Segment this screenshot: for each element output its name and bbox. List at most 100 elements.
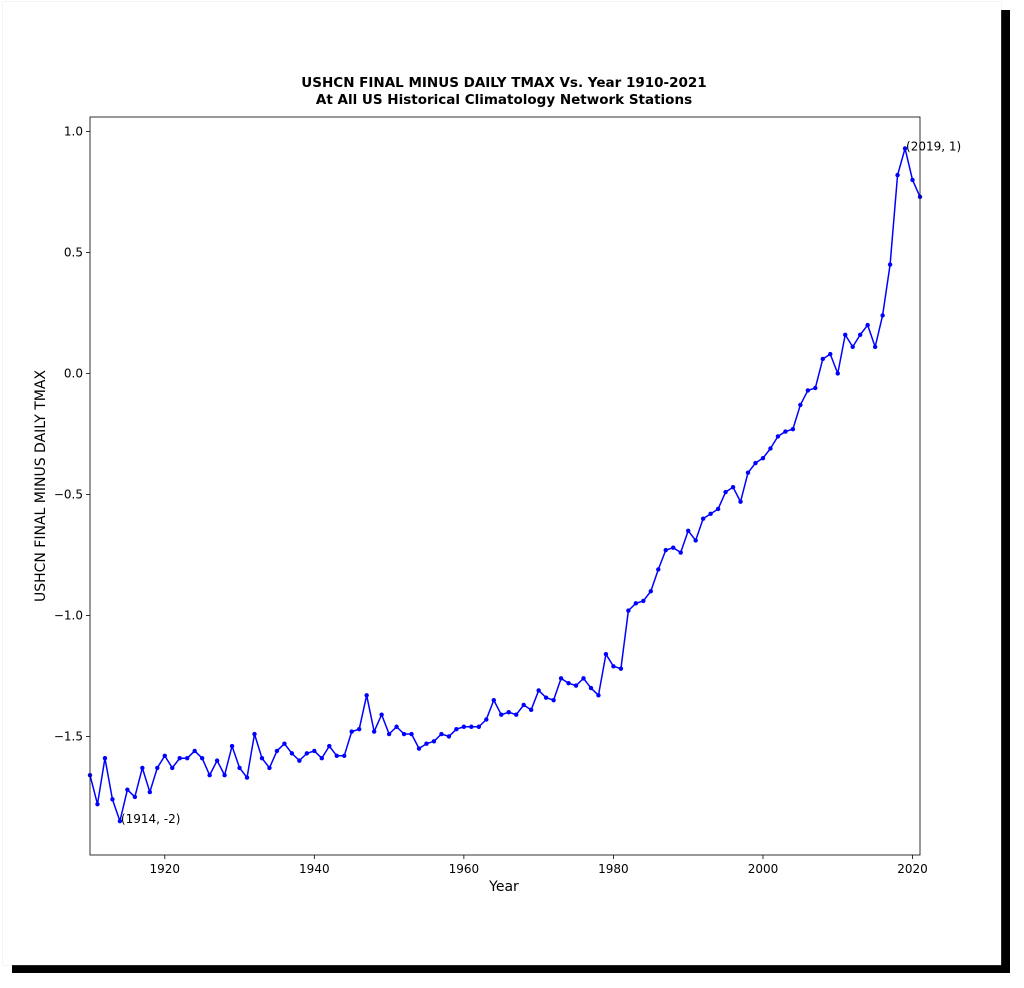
data-point xyxy=(618,666,624,671)
data-point xyxy=(334,753,339,758)
data-point xyxy=(603,651,609,657)
data-point xyxy=(342,753,347,758)
data-point xyxy=(199,756,205,761)
data-point xyxy=(738,499,743,504)
y-tick-label: 1.0 xyxy=(64,125,83,139)
data-point xyxy=(611,664,616,669)
y-tick-label: −1.0 xyxy=(54,608,83,622)
data-point xyxy=(461,724,467,729)
data-point xyxy=(371,729,377,734)
data-point xyxy=(768,446,773,451)
point-annotation: (1914, -2) xyxy=(121,812,181,826)
chart-title: USHCN FINAL MINUS DAILY TMAX Vs. Year 19… xyxy=(301,75,706,91)
data-point xyxy=(356,726,362,732)
data-point xyxy=(558,676,564,681)
data-point xyxy=(514,712,519,717)
data-point xyxy=(843,332,848,337)
y-axis-label: USHCN FINAL MINUS DAILY TMAX xyxy=(33,370,49,602)
data-point xyxy=(185,756,190,761)
data-point xyxy=(327,743,332,749)
data-point xyxy=(439,731,444,737)
data-point xyxy=(110,797,115,802)
data-point xyxy=(656,567,661,572)
data-point xyxy=(857,332,863,337)
data-point xyxy=(865,322,870,328)
x-tick-label: 1920 xyxy=(150,862,181,876)
data-point xyxy=(117,818,123,824)
data-point xyxy=(207,772,212,778)
figure-frame xyxy=(3,2,1001,965)
data-point xyxy=(170,765,175,771)
data-point xyxy=(566,681,571,686)
data-point xyxy=(521,702,526,708)
y-tick-label: 0.0 xyxy=(64,366,83,380)
y-tick-label: −1.5 xyxy=(54,729,83,743)
data-point xyxy=(887,262,893,267)
data-point xyxy=(274,748,280,754)
data-point xyxy=(850,344,855,350)
data-point xyxy=(805,388,811,393)
data-point xyxy=(237,765,242,771)
data-point xyxy=(880,313,885,318)
annotations: (1914, -2) (2019, 1) xyxy=(121,139,961,826)
drop-shadow-right xyxy=(1001,10,1010,972)
data-point xyxy=(528,707,534,713)
x-axis-label: Year xyxy=(488,879,519,895)
data-point xyxy=(259,756,265,761)
point-annotation: (2019, 1) xyxy=(906,139,961,153)
data-point xyxy=(648,589,654,594)
data-point xyxy=(162,753,167,758)
data-point xyxy=(446,734,452,739)
x-tick-label: 2000 xyxy=(748,862,779,876)
data-point xyxy=(588,685,594,691)
chart-subtitle: At All US Historical Climatology Network… xyxy=(316,92,692,108)
data-point xyxy=(252,731,257,737)
data-point xyxy=(685,528,691,533)
data-point xyxy=(581,676,586,681)
data-point xyxy=(783,429,788,434)
data-point xyxy=(102,756,108,761)
data-point xyxy=(409,731,414,737)
data-point xyxy=(297,758,302,763)
data-point xyxy=(401,731,407,737)
data-point xyxy=(132,794,138,800)
data-point xyxy=(454,726,459,732)
data-point xyxy=(760,455,766,461)
data-point xyxy=(364,693,369,698)
data-point xyxy=(319,756,325,761)
data-point xyxy=(431,739,437,744)
data-point xyxy=(663,547,668,553)
y-tick-label: −0.5 xyxy=(54,487,83,501)
data-point xyxy=(289,751,295,756)
data-point xyxy=(596,693,601,698)
data-point xyxy=(469,724,474,729)
data-point xyxy=(95,801,100,807)
drop-shadow-bottom xyxy=(12,965,1010,973)
data-point xyxy=(551,697,556,703)
data-point xyxy=(633,601,639,606)
y-tick-label: 0.5 xyxy=(64,246,83,260)
data-point xyxy=(424,741,429,746)
data-point xyxy=(416,746,422,751)
data-point xyxy=(573,683,579,688)
data-point xyxy=(155,765,160,771)
data-point xyxy=(125,787,130,792)
axes-frame xyxy=(89,116,921,856)
x-tick-label: 1940 xyxy=(299,862,330,876)
data-point xyxy=(708,511,713,517)
data-point xyxy=(543,695,549,700)
data-point xyxy=(835,371,840,376)
data-point xyxy=(820,356,825,362)
data-point xyxy=(222,772,227,778)
data-point xyxy=(394,724,399,729)
data-point xyxy=(192,748,197,754)
data-point xyxy=(140,765,145,771)
data-point xyxy=(813,385,818,391)
data-point xyxy=(693,538,698,543)
data-point xyxy=(828,351,833,357)
data-point xyxy=(872,344,878,350)
data-point xyxy=(491,697,496,703)
data-point xyxy=(798,402,803,408)
data-point xyxy=(312,748,317,754)
